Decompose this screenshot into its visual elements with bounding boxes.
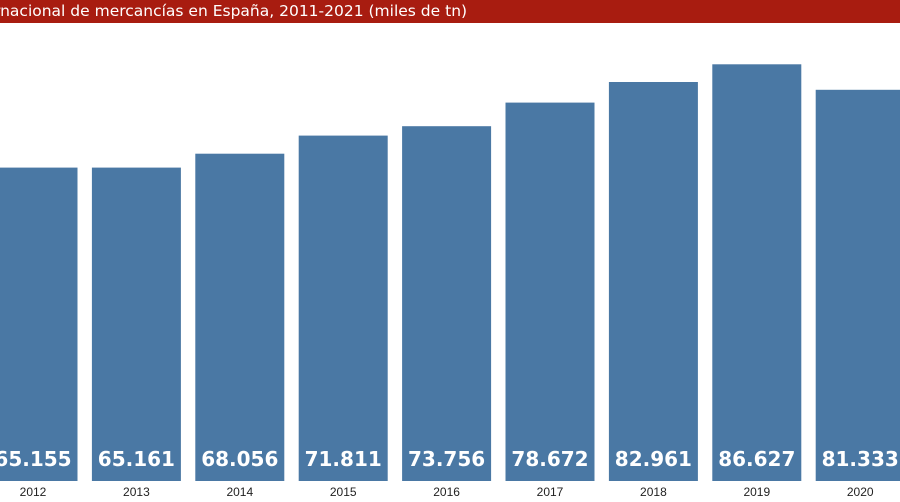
chart-title-bar: rnacional de mercancías en España, 2011-…: [0, 0, 900, 23]
x-tick-2016: 2016: [433, 485, 460, 499]
bars-group: [0, 64, 900, 482]
value-labels-group: 65.155 65.161 68.056 71.811 73.756 78.672 82.9…: [0, 447, 899, 471]
x-tick-2012: 2012: [20, 485, 47, 499]
value-label-2015: 71.811: [305, 447, 382, 471]
value-label-2013: 65.161: [98, 447, 175, 471]
x-tick-2015: 2015: [330, 485, 357, 499]
chart-title: rnacional de mercancías en España, 2011-…: [0, 2, 468, 20]
x-tick-2017: 2017: [537, 485, 564, 499]
value-label-2019: 86.627: [718, 447, 795, 471]
value-label-2020: 81.333: [822, 447, 899, 471]
bar-2015: [298, 135, 388, 481]
x-tick-2014: 2014: [226, 485, 253, 499]
x-tick-2018: 2018: [640, 485, 667, 499]
value-label-2012: 65.155: [0, 447, 72, 471]
value-label-2018: 82.961: [615, 447, 692, 471]
bar-2020: [815, 89, 900, 482]
bar-2014: [195, 153, 285, 481]
bar-2018: [608, 82, 698, 481]
value-label-2016: 73.756: [408, 447, 485, 471]
bar-2012: [0, 167, 78, 481]
x-tick-2020: 2020: [847, 485, 874, 499]
x-axis-ticks: 2012 2013 2014 2015 2016 2017 2018 2019 2020: [20, 485, 874, 499]
bar-2017: [505, 102, 595, 481]
x-tick-2013: 2013: [123, 485, 150, 499]
bar-2013: [91, 167, 181, 481]
value-label-2014: 68.056: [201, 447, 278, 471]
bar-2019: [712, 64, 802, 482]
value-label-2017: 78.672: [511, 447, 588, 471]
bar-2016: [402, 126, 492, 481]
x-tick-2019: 2019: [743, 485, 770, 499]
